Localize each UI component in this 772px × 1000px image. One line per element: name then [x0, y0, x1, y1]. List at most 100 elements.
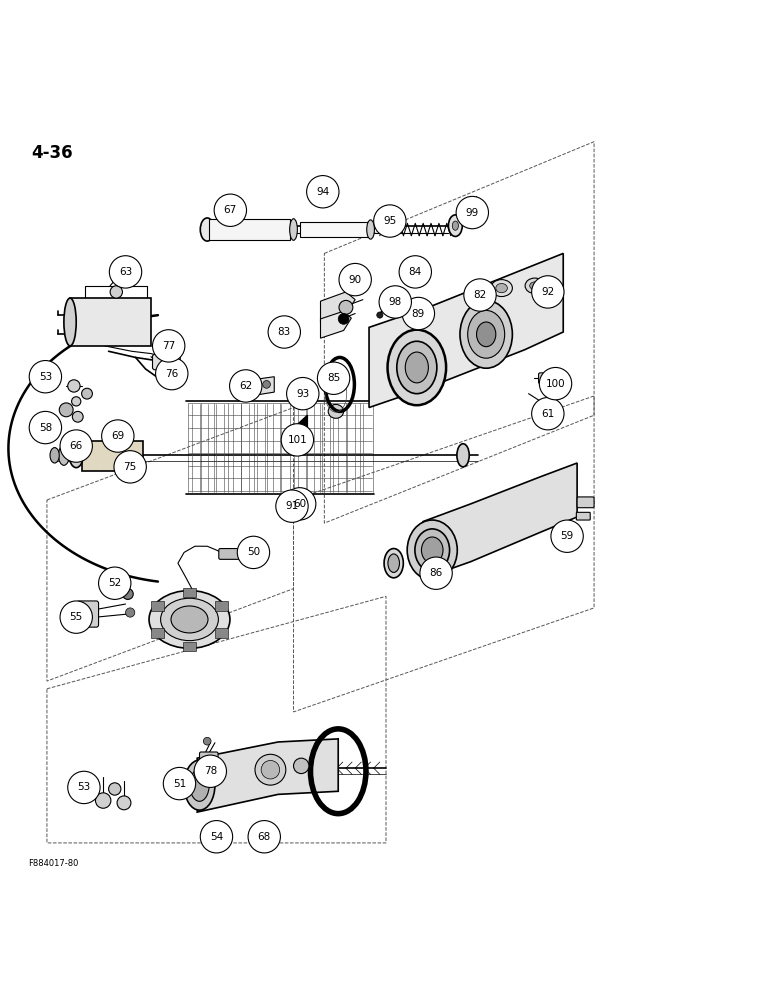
Text: 50: 50 — [247, 547, 260, 557]
FancyBboxPatch shape — [77, 601, 99, 627]
FancyBboxPatch shape — [539, 373, 559, 384]
FancyBboxPatch shape — [199, 752, 218, 775]
Circle shape — [117, 796, 131, 810]
Circle shape — [456, 196, 489, 229]
Text: 93: 93 — [296, 389, 310, 399]
Circle shape — [255, 754, 286, 785]
Polygon shape — [423, 463, 577, 579]
Circle shape — [262, 381, 270, 388]
FancyBboxPatch shape — [577, 497, 594, 508]
Circle shape — [532, 276, 564, 308]
Circle shape — [532, 398, 564, 430]
Text: 78: 78 — [204, 766, 217, 776]
Circle shape — [60, 430, 93, 462]
Ellipse shape — [149, 591, 230, 648]
Ellipse shape — [69, 443, 83, 468]
Ellipse shape — [388, 330, 446, 405]
FancyBboxPatch shape — [82, 441, 144, 471]
Circle shape — [402, 297, 435, 330]
FancyBboxPatch shape — [151, 628, 164, 638]
Circle shape — [551, 520, 584, 552]
Polygon shape — [235, 377, 274, 398]
Text: 55: 55 — [69, 612, 83, 622]
Text: 76: 76 — [165, 369, 178, 379]
Text: 69: 69 — [111, 431, 124, 441]
Circle shape — [377, 312, 383, 318]
Text: 98: 98 — [388, 297, 402, 307]
Circle shape — [214, 194, 246, 226]
Text: 67: 67 — [224, 205, 237, 215]
FancyBboxPatch shape — [215, 601, 229, 611]
Circle shape — [112, 276, 118, 282]
Circle shape — [283, 488, 316, 520]
Circle shape — [338, 314, 349, 324]
Circle shape — [194, 755, 226, 787]
FancyBboxPatch shape — [286, 507, 297, 514]
Polygon shape — [197, 739, 338, 812]
Text: 59: 59 — [560, 531, 574, 541]
Text: 89: 89 — [411, 309, 425, 319]
Circle shape — [164, 767, 195, 800]
Circle shape — [237, 536, 269, 569]
Ellipse shape — [290, 219, 297, 240]
Ellipse shape — [200, 218, 214, 241]
Ellipse shape — [384, 549, 403, 578]
FancyBboxPatch shape — [151, 601, 164, 611]
Ellipse shape — [449, 215, 462, 236]
Ellipse shape — [457, 444, 469, 467]
Polygon shape — [70, 298, 151, 346]
Ellipse shape — [525, 278, 544, 293]
Ellipse shape — [405, 352, 428, 383]
Circle shape — [123, 589, 134, 599]
Text: 92: 92 — [541, 287, 554, 297]
Ellipse shape — [367, 220, 374, 239]
Polygon shape — [297, 415, 307, 434]
Ellipse shape — [460, 300, 513, 368]
Text: 83: 83 — [278, 327, 291, 337]
Text: 100: 100 — [546, 379, 565, 389]
Text: 91: 91 — [286, 501, 299, 511]
FancyBboxPatch shape — [300, 222, 369, 237]
Ellipse shape — [496, 283, 507, 293]
FancyBboxPatch shape — [182, 642, 196, 651]
Text: 63: 63 — [119, 267, 132, 277]
Circle shape — [276, 490, 308, 522]
Circle shape — [239, 383, 247, 391]
Circle shape — [293, 758, 309, 774]
Circle shape — [261, 760, 279, 779]
FancyBboxPatch shape — [407, 259, 415, 277]
Ellipse shape — [64, 298, 76, 346]
FancyBboxPatch shape — [182, 588, 196, 597]
Ellipse shape — [468, 310, 505, 358]
Ellipse shape — [397, 341, 437, 394]
Circle shape — [379, 286, 411, 318]
Circle shape — [281, 424, 313, 456]
Polygon shape — [320, 311, 351, 338]
Circle shape — [29, 361, 62, 393]
Ellipse shape — [388, 554, 399, 572]
Text: 60: 60 — [293, 499, 306, 509]
Circle shape — [82, 388, 93, 399]
Text: 86: 86 — [429, 568, 442, 578]
Circle shape — [399, 256, 432, 288]
Circle shape — [374, 205, 406, 237]
Text: 61: 61 — [541, 409, 554, 419]
Text: F884017-80: F884017-80 — [28, 859, 78, 868]
Ellipse shape — [50, 448, 59, 463]
Circle shape — [229, 370, 262, 402]
FancyBboxPatch shape — [218, 549, 241, 559]
Ellipse shape — [422, 537, 443, 563]
Circle shape — [248, 821, 280, 853]
Ellipse shape — [415, 529, 449, 571]
Circle shape — [73, 411, 83, 422]
Text: 53: 53 — [39, 372, 52, 382]
Ellipse shape — [491, 280, 513, 297]
Text: 52: 52 — [108, 578, 121, 588]
Text: 62: 62 — [239, 381, 252, 391]
Text: 101: 101 — [287, 435, 307, 445]
Circle shape — [339, 263, 371, 296]
Ellipse shape — [190, 769, 209, 801]
Circle shape — [339, 300, 353, 314]
Circle shape — [29, 411, 62, 444]
Circle shape — [126, 608, 135, 617]
